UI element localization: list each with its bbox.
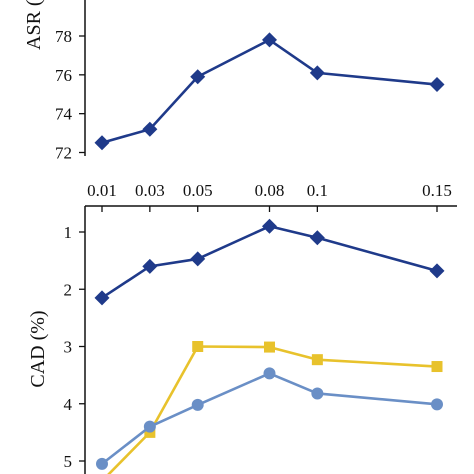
x-tick-label: 0.15	[422, 181, 452, 200]
cad-series-1-point	[309, 230, 325, 246]
x-ticks: 0.01 0.03 0.05 0.08 0.1 0.15	[87, 181, 452, 212]
cad-series-1-point	[190, 251, 206, 267]
cad-series-1-line	[101, 224, 438, 299]
cad-series-2-line	[107, 345, 438, 474]
asr-series-1-point	[142, 121, 158, 137]
cad-series-1-point	[429, 263, 445, 279]
cad-series-2-point	[431, 361, 443, 373]
cad-chart: 1 2 3 4 5 CAD (%)	[27, 206, 445, 474]
cad-series-2-point	[264, 341, 275, 353]
x-axis: 0.01 0.03 0.05 0.08 0.1 0.15	[85, 181, 457, 212]
asr-series-1-point	[94, 135, 110, 151]
asr-series	[94, 32, 445, 151]
cad-series-3-point	[263, 367, 276, 380]
asr-series-1-line	[101, 38, 438, 145]
cad-y-axis-title: CAD (%)	[27, 310, 49, 387]
asr-series-1-point	[262, 32, 277, 48]
cad-series-2-point	[311, 354, 323, 366]
cad-series-3-point	[431, 398, 443, 411]
cad-series-1-point	[142, 258, 158, 274]
cad-y-ticks: 1 2 3 4 5	[64, 223, 85, 471]
cad-series-3-point	[143, 420, 156, 433]
cad-series-1-point	[262, 218, 277, 234]
asr-y-tick-label: 78	[55, 27, 72, 46]
cad-series-2-point	[192, 341, 204, 352]
asr-series-1-point	[429, 77, 445, 93]
x-tick-label: 0.05	[183, 181, 213, 200]
asr-y-tick-label: 74	[55, 105, 73, 124]
cad-y-tick-label: 5	[64, 452, 73, 471]
cad-series-3-point	[311, 387, 324, 400]
cad-series-1-point	[94, 290, 110, 306]
asr-y-tick-label: 76	[55, 66, 72, 85]
x-tick-label: 0.01	[87, 181, 117, 200]
cad-y-tick-label: 2	[64, 280, 73, 299]
asr-chart: 72 74 76 78 ASR (	[23, 0, 445, 163]
cad-y-tick-label: 4	[64, 395, 73, 414]
asr-series-1-point	[309, 65, 325, 81]
x-tick-label: 0.03	[135, 181, 165, 200]
cad-series	[94, 218, 445, 474]
asr-y-tick-label: 72	[55, 144, 72, 163]
asr-series-1-point	[190, 69, 206, 85]
cad-y-tick-label: 1	[64, 223, 73, 242]
cad-y-tick-label: 3	[64, 338, 73, 357]
cad-series-3-point	[96, 457, 108, 470]
x-tick-label: 0.08	[255, 181, 285, 200]
x-tick-label: 0.1	[307, 181, 328, 200]
asr-y-axis-title: ASR (	[23, 0, 45, 50]
cad-series-3-line	[101, 372, 438, 465]
asr-y-ticks: 72 74 76 78	[55, 27, 85, 163]
cad-series-3-point	[191, 398, 204, 411]
